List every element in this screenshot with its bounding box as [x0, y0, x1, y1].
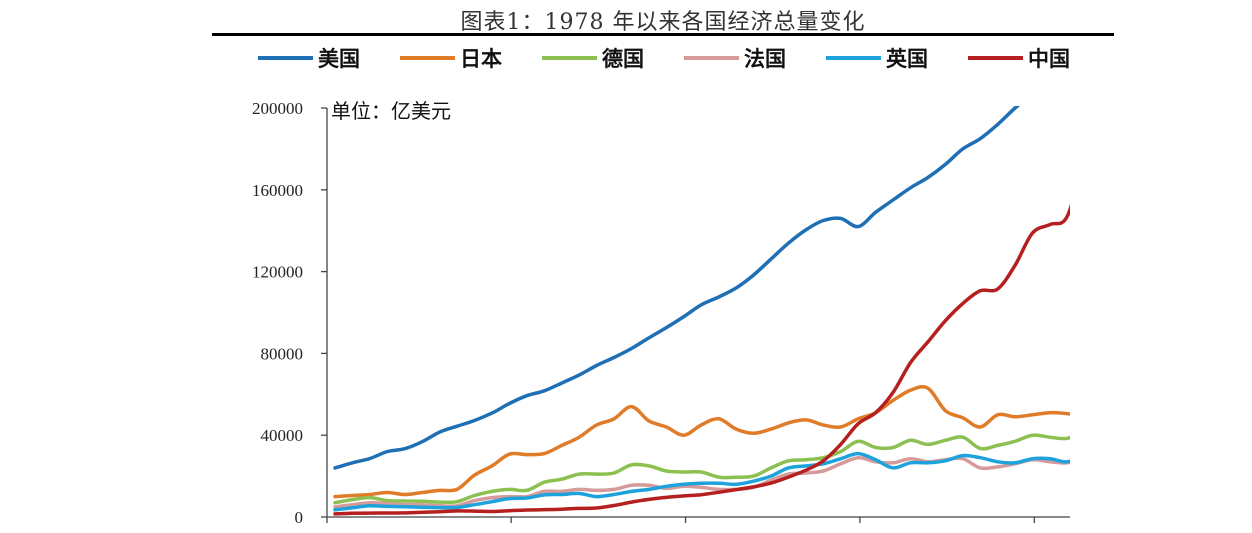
y-tick-label: 120000: [252, 263, 303, 282]
unit-label: 单位：亿美元: [331, 99, 451, 123]
title-underline: [212, 33, 1114, 36]
legend-label: 英国: [886, 47, 928, 71]
y-tick-label: 200000: [252, 99, 303, 118]
legend-label: 法国: [744, 47, 786, 71]
y-tick-label: 80000: [261, 344, 304, 363]
axes: [326, 108, 1070, 518]
y-tick-label: 160000: [252, 181, 303, 200]
legend-label: 德国: [602, 47, 644, 71]
chart-title: 图表1：1978 年以来各国经济总量变化: [460, 10, 866, 35]
legend-label: 中国: [1028, 47, 1070, 71]
series-line-英国: [333, 451, 1070, 512]
series-line-美国: [333, 106, 1021, 470]
legend-label: 美国: [318, 47, 360, 71]
legend-label: 日本: [460, 47, 502, 71]
series-line-中国: [333, 204, 1070, 516]
x-ticks: [326, 517, 1035, 523]
y-ticks: 0 40000 80000 120000 160000 200000: [252, 99, 327, 527]
legend: 美国 日本 德国 法国 英国 中国: [258, 47, 1070, 71]
series-line-德国: [333, 433, 1070, 505]
y-tick-label: 0: [295, 508, 304, 527]
series-line-日本: [333, 385, 1070, 499]
series-lines: [333, 106, 1070, 516]
y-tick-label: 40000: [261, 426, 304, 445]
